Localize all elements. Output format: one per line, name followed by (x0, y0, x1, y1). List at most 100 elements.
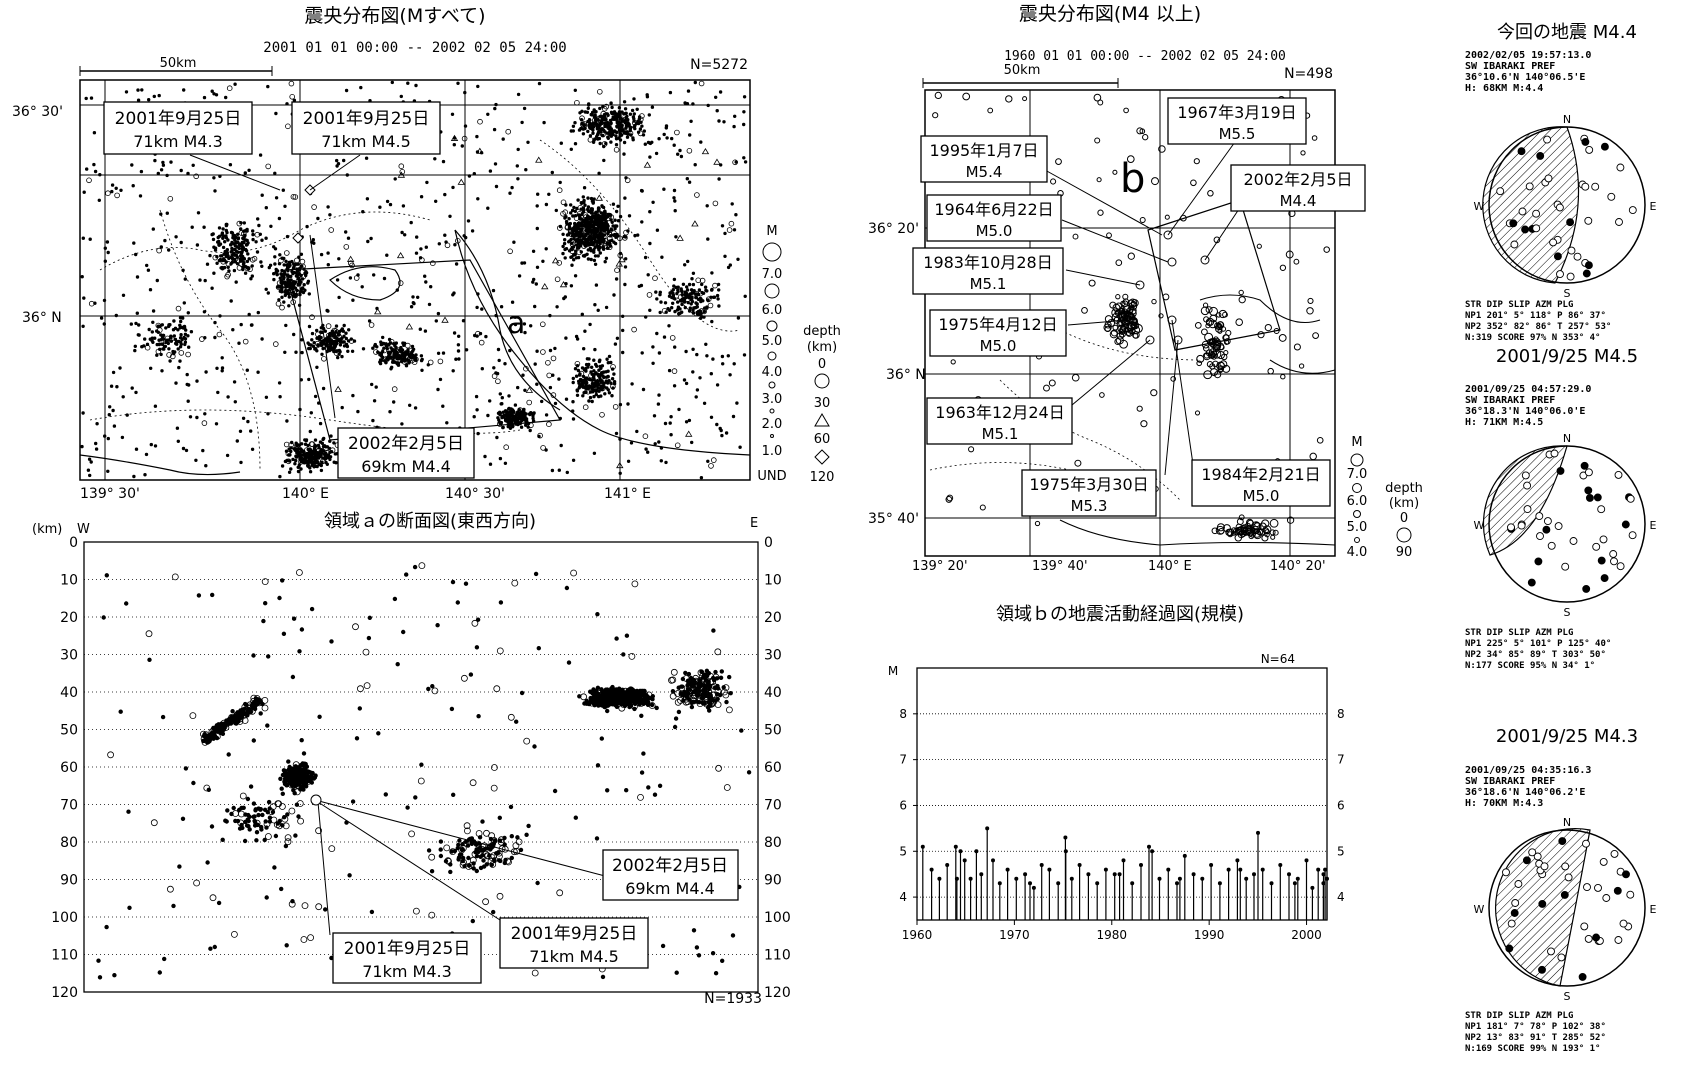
map2-scale-label: 50km (1004, 63, 1041, 78)
svg-text:30: 30 (814, 396, 831, 411)
event-marker (969, 877, 973, 881)
mechanism-info-line: H: 71KM M:4.5 (1465, 417, 1543, 428)
mechanism-param-line: NP2 34° 85° 89° T 303° 50° (1465, 650, 1606, 660)
chart-xtick: 1960 (902, 928, 933, 942)
lon-label: 140° 30' (445, 486, 505, 502)
event-marker (1296, 877, 1300, 881)
mechanism-axis-label: N (1563, 816, 1571, 829)
event-marker (1227, 868, 1231, 872)
map2-title: 震央分布図(M4 以上) (1019, 3, 1201, 25)
event-marker (955, 877, 959, 881)
event-marker (1147, 845, 1151, 849)
depth-tick-right: 70 (764, 798, 782, 814)
epicenter-map-all: 震央分布図(Mすべて) 2001 01 01 00:00 -- 2002 02 … (12, 5, 841, 502)
map1-title: 震央分布図(Mすべて) (304, 5, 485, 27)
depth-tick-right: 110 (764, 948, 791, 964)
depth-tick-left: 40 (60, 685, 78, 701)
mechanism-param-line: N:169 SCORE 99% N 193° 1° (1465, 1044, 1600, 1054)
event-marker (1200, 877, 1204, 881)
event-marker (1178, 877, 1182, 881)
event-marker (1293, 881, 1297, 885)
lon-label: 141° E (604, 486, 651, 502)
section-west: W (77, 522, 90, 537)
svg-text:2002年2月5日: 2002年2月5日 (348, 434, 464, 454)
mechanism-param-line: N:177 SCORE 95% N 34° 1° (1465, 661, 1595, 671)
section-east: E (750, 516, 758, 531)
event-marker (1310, 886, 1314, 890)
event-marker (1095, 881, 1099, 885)
map2-callout: 1983年10月28日 M5.1 (913, 248, 1063, 294)
svg-text:depth: depth (803, 324, 841, 339)
event-marker (1158, 877, 1162, 881)
compression-quadrant (1483, 127, 1579, 283)
event-marker (1028, 881, 1032, 885)
depth-tick-right: 50 (764, 723, 782, 739)
mechanism-param-line: NP1 181° 7° 78° P 102° 38° (1465, 1022, 1606, 1032)
svg-text:2.0: 2.0 (762, 417, 783, 432)
map2-callout: 1967年3月19日 M5.5 (1168, 98, 1306, 144)
mechanism-axis-label: S (1564, 606, 1571, 619)
chart-ytick-left: 8 (899, 707, 907, 721)
mechanism-info-line: 2001/09/25 04:57:29.0 (1465, 384, 1591, 395)
map2-period: 1960 01 01 00:00 -- 2002 02 05 24:00 (1004, 49, 1286, 64)
epicenter-map-m4: 震央分布図(M4 以上) 1960 01 01 00:00 -- 2002 02… (868, 3, 1423, 574)
mechanism-axis-label: E (1650, 200, 1657, 213)
mechanism-info-line: SW IBARAKI PREF (1465, 776, 1555, 787)
mechanism-axis-label: N (1563, 432, 1571, 445)
depth-tick-right: 100 (764, 910, 791, 926)
chart-ytick-right: 4 (1337, 890, 1345, 904)
depth-tick-left: 100 (51, 910, 78, 926)
chart-ytick-right: 5 (1337, 844, 1345, 858)
map2-callout: 1995年1月7日 M5.4 (921, 136, 1047, 182)
map2-callout: 1964年6月22日 M5.0 (927, 195, 1061, 241)
mechanism-axis-label: W (1474, 200, 1485, 213)
event-marker (1014, 877, 1018, 881)
lat-label: 35° 40' (868, 511, 919, 527)
mechanism-param-line: NP1 225° 5° 101° P 125° 40° (1465, 639, 1611, 649)
svg-text:2001年9月25日: 2001年9月25日 (303, 109, 430, 129)
mechanism-param-line: NP1 201° 5° 118° P 86° 37° (1465, 311, 1606, 321)
map1-callout: 2002年2月5日 69km M4.4 (338, 428, 474, 478)
chart-ytick-right: 6 (1337, 798, 1345, 812)
chart-ylabel: M (888, 664, 898, 678)
chart-xtick: 1970 (999, 928, 1030, 942)
chart-ytick-left: 7 (899, 753, 907, 767)
event-marker (1006, 868, 1010, 872)
mechanism-axis-label: W (1474, 519, 1485, 532)
map1-callout: 2001年9月25日 71km M4.5 (292, 102, 440, 154)
map2-count: N=498 (1284, 66, 1333, 82)
lat-label: 36° 30' (12, 104, 63, 120)
event-marker (979, 872, 983, 876)
mechanism-title: 2001/9/25 M4.3 (1496, 726, 1638, 747)
map2-depth-legend: depth (km) 0 90 (1385, 481, 1423, 560)
svg-text:M: M (766, 224, 777, 239)
event-marker (1175, 881, 1179, 885)
section-callout: 2002年2月5日 69km M4.4 (603, 850, 738, 900)
section-callout: 2001年9月25日 71km M4.3 (333, 933, 481, 983)
chart-xtick: 1990 (1194, 928, 1225, 942)
depth-tick-right: 30 (764, 648, 782, 664)
event-marker (1256, 831, 1260, 835)
depth-tick-left: 30 (60, 648, 78, 664)
section-title: 領域ａの断面図(東西方向) (324, 511, 536, 532)
mechanism-info-line: SW IBARAKI PREF (1465, 61, 1555, 72)
chart-count: N=64 (1261, 652, 1295, 666)
chart-xtick: 2000 (1291, 928, 1322, 942)
svg-text:6.0: 6.0 (762, 303, 783, 318)
event-marker (1070, 877, 1074, 881)
mechanism-param-line: STR DIP SLIP AZM PLG (1465, 1011, 1573, 1021)
mechanism-param-line: STR DIP SLIP AZM PLG (1465, 300, 1573, 310)
mechanism-axis-label: S (1564, 990, 1571, 1003)
map2-callout: 1975年4月12日 M5.0 (930, 310, 1066, 356)
event-marker (1325, 877, 1329, 881)
event-marker (1238, 868, 1242, 872)
event-marker (1235, 858, 1239, 862)
event-marker (954, 845, 958, 849)
event-marker (1040, 863, 1044, 867)
lon-label: 140° E (282, 486, 329, 502)
region-b-label: b (1120, 156, 1145, 202)
